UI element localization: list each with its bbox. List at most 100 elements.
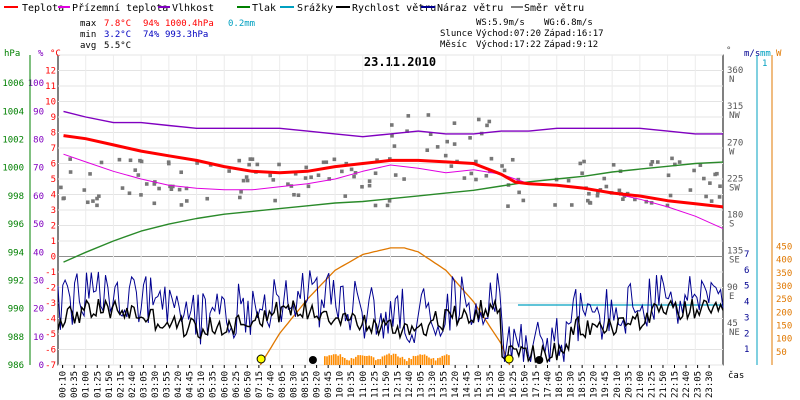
pct-tick-label: 50 bbox=[33, 220, 44, 230]
wind-direction-point bbox=[97, 194, 101, 198]
wind-direction-point bbox=[349, 167, 354, 172]
wind-direction-point bbox=[569, 203, 574, 207]
wind-direction-point bbox=[602, 176, 607, 181]
wind-direction-point bbox=[633, 197, 637, 202]
stats-press-max: 1000.4hPa bbox=[165, 19, 214, 29]
temp-tick-label: 11 bbox=[45, 82, 56, 92]
axis-unit-pct: % bbox=[38, 49, 44, 59]
rain-bar bbox=[377, 359, 379, 365]
wind-direction-point bbox=[179, 170, 184, 175]
rain-bar bbox=[386, 354, 388, 365]
wind-direction-point bbox=[352, 174, 356, 179]
rain-bar bbox=[439, 357, 441, 365]
time-tick-label: 20:35 bbox=[624, 371, 634, 398]
rain-bar bbox=[370, 356, 373, 365]
wind-direction-point bbox=[309, 175, 313, 180]
wind-direction-point bbox=[344, 161, 349, 166]
pct-tick-label: 30 bbox=[33, 276, 44, 286]
wind-direction-point bbox=[68, 170, 73, 174]
wind-direction-point bbox=[390, 133, 394, 138]
pct-tick-label: 10 bbox=[33, 333, 44, 343]
time-tick-label: 16:00 bbox=[497, 371, 507, 398]
rain-bar bbox=[437, 358, 439, 365]
chart-title: 23.11.2010 bbox=[364, 55, 436, 69]
wind-direction-point bbox=[306, 184, 311, 189]
solar-radiation-line bbox=[259, 247, 511, 366]
wind-direction-point bbox=[117, 157, 122, 162]
time-tick-label: 15:10 bbox=[474, 371, 484, 398]
wind-direction-point bbox=[443, 153, 448, 158]
dir-tick-label: S bbox=[729, 220, 734, 230]
temp-tick-label: 6 bbox=[51, 160, 56, 170]
dir-tick-value: 360 bbox=[727, 66, 743, 76]
rain-bar bbox=[401, 356, 404, 365]
pct-tick-label: 70 bbox=[33, 164, 44, 174]
wind-direction-point bbox=[205, 196, 210, 201]
temp-tick-label: 12 bbox=[45, 67, 56, 77]
rain-bar bbox=[372, 357, 375, 365]
dir-tick-value: 45 bbox=[727, 319, 738, 329]
wind-direction-point bbox=[489, 156, 494, 161]
wind-direction-point bbox=[385, 203, 390, 208]
hpa-tick-label: 986 bbox=[8, 361, 24, 371]
time-tick-label: 08:30 bbox=[290, 371, 300, 398]
dir-tick-value: 225 bbox=[727, 174, 743, 184]
stats-label-min: min bbox=[80, 30, 96, 40]
wind-direction-point bbox=[666, 173, 671, 178]
wind-direction-point bbox=[452, 142, 457, 146]
time-tick-label: 07:40 bbox=[266, 371, 276, 398]
wind-direction-point bbox=[688, 188, 693, 192]
rain-bar bbox=[359, 355, 362, 365]
wind-direction-point bbox=[389, 123, 394, 127]
stats-label-avg: avg bbox=[80, 41, 96, 51]
wind-direction-point bbox=[582, 159, 586, 164]
wind-direction-point bbox=[373, 171, 378, 176]
rain-bar bbox=[337, 355, 339, 365]
wind-direction-point bbox=[718, 184, 722, 189]
rain-bar bbox=[335, 354, 337, 365]
wind-direction-point bbox=[596, 190, 600, 195]
rain-bar bbox=[445, 354, 448, 365]
wind-direction-point bbox=[239, 190, 243, 194]
sun-label: Slunce bbox=[440, 29, 473, 39]
wind-direction-point bbox=[247, 162, 251, 167]
data-layer bbox=[57, 110, 724, 366]
rain-bar bbox=[332, 354, 335, 365]
time-tick-label: 02:40 bbox=[128, 371, 138, 398]
hpa-tick-label: 1006 bbox=[2, 79, 24, 89]
wind-direction-point bbox=[469, 171, 474, 176]
wind-direction-point bbox=[85, 200, 90, 205]
wind-direction-point bbox=[502, 168, 507, 173]
sun-rise: Východ:07:20 bbox=[476, 29, 541, 39]
wind-direction-point bbox=[139, 193, 143, 197]
solar-tick-label: 450 bbox=[776, 243, 792, 253]
rain-bar bbox=[330, 355, 333, 365]
legend: Teplota Přízemní teplota Vlhkost Tlak Sr… bbox=[4, 2, 584, 14]
wind-direction-point bbox=[99, 160, 104, 165]
stats-temp-min: 3.2°C bbox=[104, 30, 131, 40]
legend-wind-speed: Rychlost větru bbox=[352, 2, 436, 14]
wind-direction-point bbox=[195, 161, 199, 165]
temp-tick-label: -2 bbox=[45, 284, 56, 294]
rain-bar bbox=[339, 354, 342, 365]
hpa-tick-label: 996 bbox=[8, 220, 24, 230]
wind-direction-point bbox=[484, 173, 489, 178]
wind-direction-point bbox=[426, 113, 431, 117]
axis-unit-rain: mm bbox=[760, 49, 771, 59]
wind-direction-point bbox=[387, 199, 392, 203]
wind-direction-point bbox=[604, 184, 609, 189]
wind-direction-point bbox=[327, 177, 332, 181]
stats-temp-max: 7.8°C bbox=[104, 19, 131, 29]
wind-direction-point bbox=[717, 195, 722, 199]
time-tick-label: 18:30 bbox=[567, 371, 577, 398]
wind-direction-point bbox=[177, 187, 182, 192]
wind-direction-point bbox=[649, 162, 653, 167]
wind-direction-point bbox=[587, 200, 592, 205]
dir-tick-label: W bbox=[729, 147, 735, 157]
rain-bar bbox=[374, 360, 377, 365]
wind-direction-point bbox=[152, 201, 157, 206]
temperature-line bbox=[63, 134, 724, 209]
axis-unit-hpa: hPa bbox=[4, 49, 20, 59]
wind-direction-point bbox=[340, 169, 344, 174]
